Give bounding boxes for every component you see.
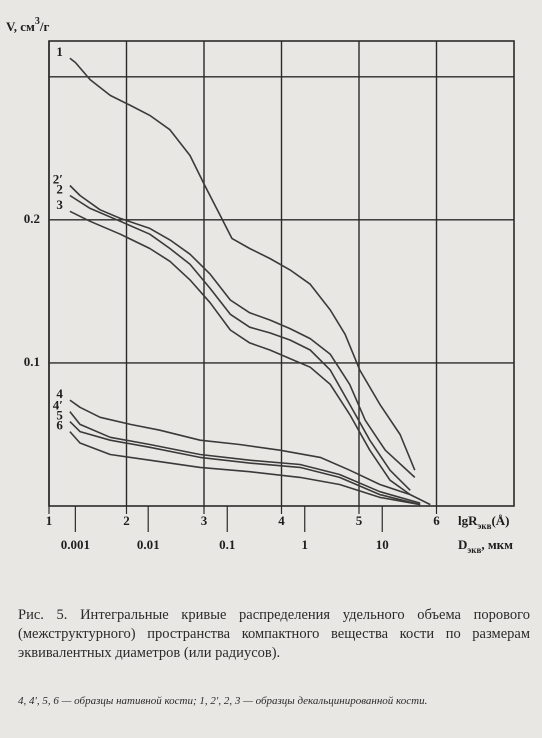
x-tick-label: 2 [123, 513, 130, 528]
series-line [69, 411, 421, 504]
y-axis-label: V, см3/г [6, 16, 49, 34]
series-label: 5 [56, 408, 63, 423]
series-line [69, 399, 431, 506]
x-tick-label: 4 [278, 513, 285, 528]
x2-tick-label: 0.001 [61, 537, 90, 552]
x2-label-text: D [458, 537, 467, 552]
x2-tick-label: 0.01 [137, 537, 160, 552]
x2-tick-label: 10 [376, 537, 389, 552]
series-label: 4 [56, 386, 63, 401]
series-line [69, 57, 416, 471]
x-axis-label: lgRэкв(Å) [458, 513, 509, 531]
series-line [69, 194, 411, 491]
chart: V, см3/г lgRэкв(Å) Dэкв, мкм 0.10.21 2 3 4 5… [6, 16, 515, 555]
x-label-text: lgR [458, 513, 478, 528]
y-tick-label: 0.1 [24, 354, 40, 369]
x2-tick-label: 1 [302, 537, 309, 552]
x-tick-label: 6 [433, 513, 440, 528]
series-line [69, 431, 421, 506]
series-label: 3 [56, 197, 63, 212]
y-label-unit: /г [39, 19, 50, 34]
series-label: 6 [56, 418, 63, 433]
x-tick-label: 5 [356, 513, 363, 528]
x-label-sub: экв [478, 521, 492, 531]
note: 4, 4′, 5, 6 — образцы нативной кости; 1,… [18, 695, 428, 707]
x2-tick-label: 0.1 [219, 537, 235, 552]
x2-label-unit: , мкм [481, 537, 513, 552]
series-label: 4′ [53, 398, 63, 413]
y-label-sup: 3 [35, 16, 40, 27]
caption: Рис. 5. Интегральные кривые распределени… [18, 607, 530, 661]
x2-label-sub: экв [467, 545, 481, 555]
series-line [69, 421, 421, 506]
series-label: 2′ [53, 171, 63, 186]
series-label: 2 [56, 182, 63, 197]
y-label-text: V, см [6, 19, 35, 34]
series-label: 1 [56, 44, 63, 59]
y-tick-label: 0.2 [24, 211, 40, 226]
x-label-unit: (Å) [491, 513, 509, 528]
series-line [69, 184, 416, 478]
series-line [69, 210, 411, 496]
x-tick-label: 1 [46, 513, 53, 528]
x2-axis-label: Dэкв, мкм [458, 537, 513, 555]
x-tick-label: 3 [201, 513, 208, 528]
